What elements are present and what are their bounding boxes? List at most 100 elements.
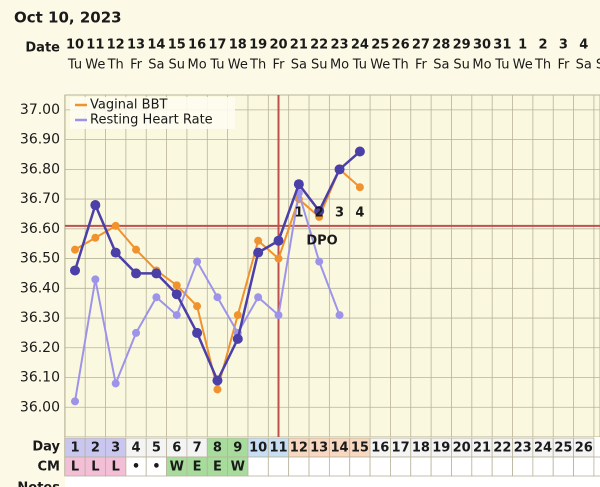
weekday: Tu bbox=[67, 58, 82, 73]
date: 15 bbox=[168, 38, 186, 53]
point bbox=[193, 257, 202, 266]
cm-cell bbox=[410, 456, 432, 477]
weekday: Su bbox=[311, 58, 328, 73]
day-number: 13 bbox=[310, 441, 328, 456]
point bbox=[111, 221, 120, 230]
date: 10 bbox=[66, 38, 84, 53]
point bbox=[253, 247, 264, 258]
y-tick-label: 36.40 bbox=[20, 280, 60, 296]
dpo-label: 1 bbox=[294, 206, 303, 221]
point bbox=[193, 302, 202, 311]
weekday: Fr bbox=[557, 58, 570, 73]
cm-cell bbox=[308, 456, 330, 477]
date: 26 bbox=[392, 38, 410, 53]
day-number: 23 bbox=[514, 441, 532, 456]
point bbox=[131, 268, 142, 279]
dpo-label: 2 bbox=[315, 206, 324, 221]
date: 3 bbox=[559, 38, 568, 53]
point bbox=[111, 379, 120, 388]
point bbox=[355, 183, 364, 192]
date: 24 bbox=[351, 38, 369, 53]
date: 20 bbox=[269, 38, 287, 53]
point bbox=[71, 397, 79, 406]
cm-value: L bbox=[91, 460, 99, 475]
legend-label: Vaginal BBT bbox=[90, 98, 168, 113]
dpo-label: 3 bbox=[335, 206, 344, 221]
weekday: Tu bbox=[209, 58, 224, 73]
point bbox=[314, 205, 325, 216]
date: 21 bbox=[290, 38, 308, 53]
cm-value: • bbox=[132, 460, 140, 475]
day-number: 9 bbox=[233, 441, 242, 456]
point bbox=[152, 293, 161, 302]
date-label: Date bbox=[25, 41, 60, 56]
point bbox=[315, 257, 324, 266]
day-number: 4 bbox=[132, 441, 141, 456]
point bbox=[132, 245, 141, 254]
cm-cell bbox=[451, 456, 473, 477]
y-tick-label: 36.50 bbox=[20, 251, 60, 267]
weekday: Sa bbox=[291, 58, 307, 73]
date: 27 bbox=[412, 38, 430, 53]
cm-cell bbox=[288, 456, 310, 477]
day-number: 18 bbox=[412, 441, 430, 456]
day-number: 12 bbox=[290, 441, 308, 456]
day-number: 14 bbox=[331, 441, 349, 456]
date: 23 bbox=[331, 38, 349, 53]
day-number: 16 bbox=[371, 441, 389, 456]
y-tick-label: 36.60 bbox=[20, 221, 60, 237]
weekday: Mo bbox=[188, 58, 207, 73]
day-number: 22 bbox=[493, 441, 511, 456]
y-tick-label: 36.10 bbox=[20, 370, 60, 386]
point bbox=[254, 236, 263, 245]
weekday: We bbox=[513, 58, 533, 73]
weekday: Tu bbox=[352, 58, 367, 73]
point bbox=[171, 289, 182, 300]
cm-label: CM bbox=[38, 460, 60, 475]
point bbox=[212, 375, 223, 386]
day-number: 3 bbox=[111, 441, 120, 456]
y-tick-label: 36.00 bbox=[20, 399, 60, 415]
point bbox=[254, 293, 263, 302]
date: 17 bbox=[208, 38, 226, 53]
cm-cell bbox=[369, 456, 391, 477]
weekday: Tu bbox=[494, 58, 509, 73]
date: 4 bbox=[579, 38, 588, 53]
date: 12 bbox=[107, 38, 125, 53]
dpo-title: DPO bbox=[306, 234, 337, 249]
date: 29 bbox=[453, 38, 471, 53]
y-tick-label: 36.90 bbox=[20, 132, 60, 148]
point bbox=[274, 311, 283, 320]
point bbox=[70, 265, 80, 276]
cm-value: L bbox=[112, 460, 120, 475]
day-number: 25 bbox=[554, 441, 572, 456]
cm-cell bbox=[430, 456, 452, 477]
cm-cell bbox=[247, 456, 269, 477]
cm-cell bbox=[491, 456, 513, 477]
day-label: Day bbox=[32, 440, 60, 455]
point bbox=[213, 293, 222, 302]
point bbox=[132, 328, 141, 337]
y-tick-label: 36.70 bbox=[20, 191, 60, 207]
point bbox=[151, 268, 162, 279]
date: 18 bbox=[229, 38, 247, 53]
cm-value: L bbox=[71, 460, 79, 475]
day-number: 24 bbox=[534, 441, 552, 456]
day-number: 10 bbox=[249, 441, 267, 456]
day-number: 2 bbox=[91, 441, 100, 456]
weekday: Th bbox=[107, 58, 124, 73]
cm-cell bbox=[471, 456, 493, 477]
day-number: 19 bbox=[432, 441, 450, 456]
point bbox=[91, 275, 100, 284]
day-number: 8 bbox=[213, 441, 222, 456]
cm-cell bbox=[532, 456, 554, 477]
day-number: 17 bbox=[392, 441, 410, 456]
point bbox=[110, 247, 121, 258]
point bbox=[232, 333, 243, 344]
cm-cell bbox=[593, 456, 600, 477]
title: Oct 10, 2023 bbox=[14, 9, 122, 27]
cm-cell bbox=[573, 456, 595, 477]
legend-label: Resting Heart Rate bbox=[90, 113, 213, 128]
date: 16 bbox=[188, 38, 206, 53]
